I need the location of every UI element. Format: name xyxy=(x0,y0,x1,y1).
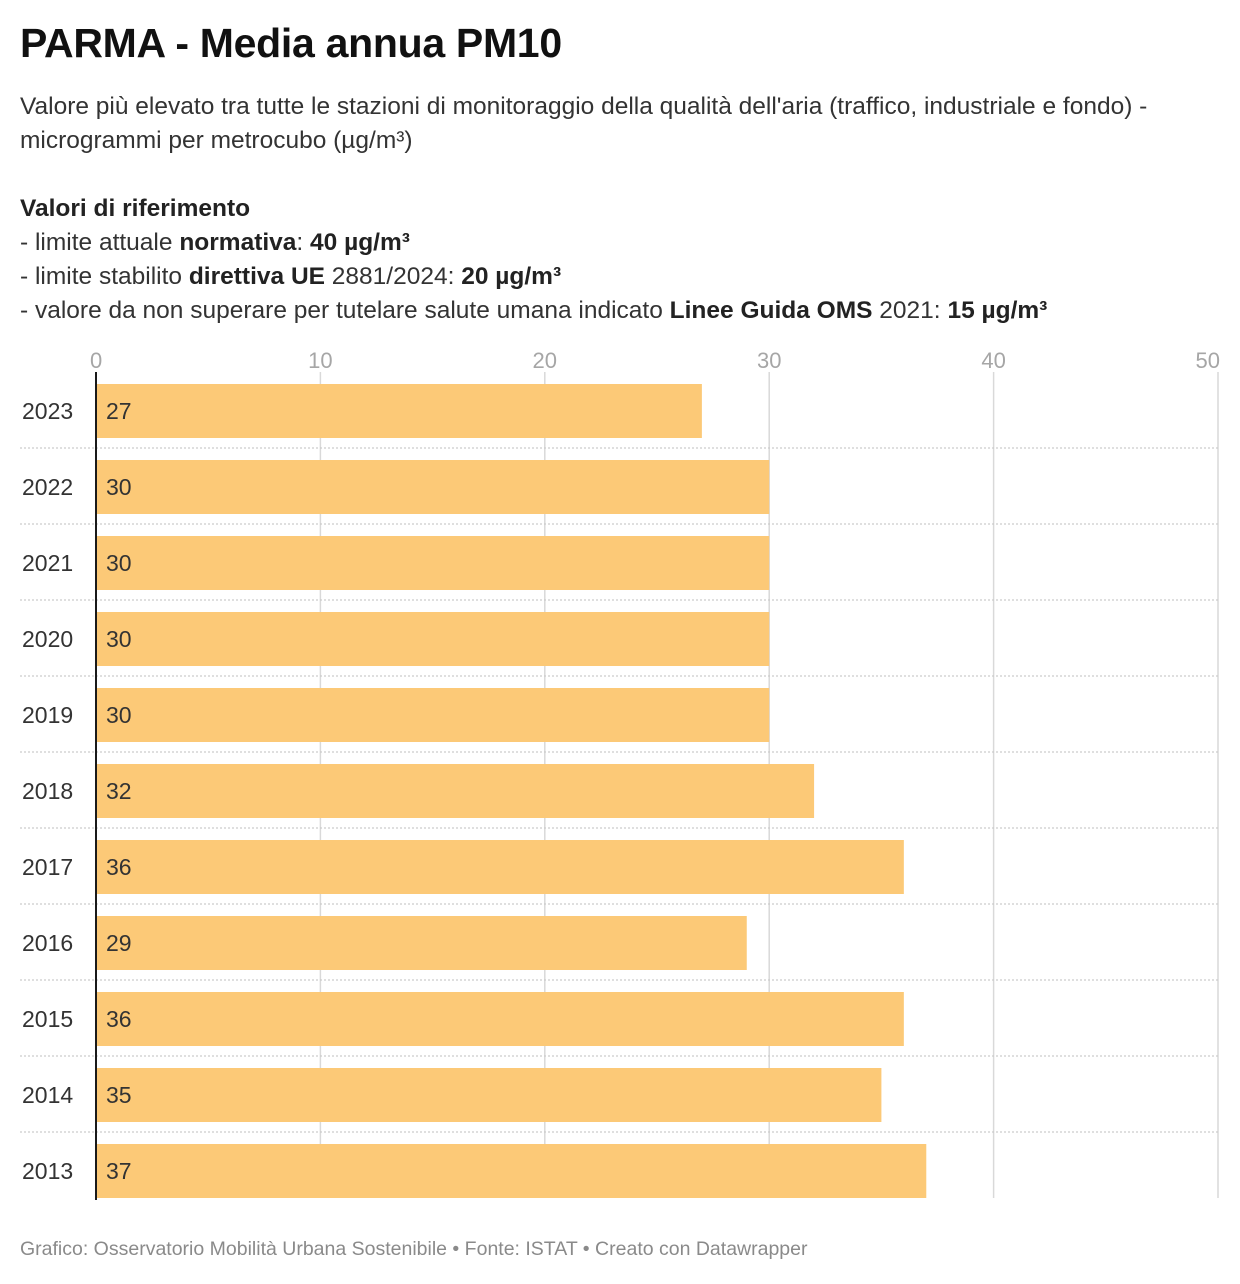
bar-value-label: 27 xyxy=(106,398,132,424)
bar xyxy=(96,1144,927,1198)
category-label: 2022 xyxy=(22,474,73,500)
reference-line-direttiva-ue: - limite stabilito direttiva UE 2881/202… xyxy=(20,260,1220,294)
reference-line-value: 20 µg/m³ xyxy=(461,263,562,290)
category-label: 2019 xyxy=(22,702,73,728)
x-tick-label: 30 xyxy=(757,348,781,373)
reference-line-label: direttiva UE xyxy=(188,263,325,290)
reference-line-oms: - valore da non superare per tutelare sa… xyxy=(20,294,1220,328)
bar-value-label: 30 xyxy=(106,702,132,728)
x-tick-label: 20 xyxy=(533,348,557,373)
reference-line-prefix: - valore da non superare per tutelare sa… xyxy=(20,297,670,324)
bar-value-label: 36 xyxy=(106,1006,132,1032)
category-label: 2014 xyxy=(22,1082,73,1108)
category-label: 2013 xyxy=(22,1158,73,1184)
bar-value-label: 35 xyxy=(106,1082,132,1108)
bar xyxy=(96,764,815,818)
bar xyxy=(96,1068,882,1122)
x-tick-label: 10 xyxy=(308,348,332,373)
bar xyxy=(96,688,770,742)
reference-line-normativa: - limite attuale normativa: 40 µg/m³ xyxy=(20,226,1220,260)
bar xyxy=(96,916,747,970)
category-label: 2015 xyxy=(22,1006,73,1032)
bar-value-label: 30 xyxy=(106,550,132,576)
reference-values-heading: Valori di riferimento xyxy=(20,195,251,222)
bar-value-label: 36 xyxy=(106,854,132,880)
bar xyxy=(96,460,770,514)
chart-subtitle: Valore più elevato tra tutte le stazioni… xyxy=(20,93,1148,154)
category-label: 2023 xyxy=(22,398,73,424)
bar xyxy=(96,384,702,438)
bar-value-label: 37 xyxy=(106,1158,132,1184)
category-label: 2016 xyxy=(22,930,73,956)
bar-value-label: 29 xyxy=(106,930,132,956)
reference-line-prefix: - limite stabilito xyxy=(20,263,189,290)
reference-line-value: 40 µg/m³ xyxy=(310,229,410,256)
reference-line-value: 15 µg/m³ xyxy=(947,297,1048,324)
reference-line-middle: 2881/2024: xyxy=(324,263,462,290)
x-tick-label: 0 xyxy=(90,348,102,373)
bar-value-label: 32 xyxy=(106,778,132,804)
bar-value-label: 30 xyxy=(106,474,132,500)
reference-line-label: normativa xyxy=(179,229,297,256)
reference-line-prefix: - limite attuale xyxy=(20,229,180,256)
bar xyxy=(96,612,770,666)
bar-chart: 0 10 20 30 40 50 2023 27 2022 30 2021 30 2020 30 2019 3… xyxy=(20,348,1220,1200)
bar xyxy=(96,840,904,894)
bar xyxy=(96,992,904,1046)
chart-footer: Grafico: Osservatorio Mobilità Urbana So… xyxy=(20,1238,808,1260)
x-tick-label: 50 xyxy=(1196,348,1220,373)
x-tick-label: 40 xyxy=(981,348,1005,373)
reference-values: Valori di riferimento - limite attuale n… xyxy=(20,192,1220,328)
reference-line-label: Linee Guida OMS xyxy=(669,297,873,324)
category-label: 2021 xyxy=(22,550,73,576)
category-label: 2020 xyxy=(22,626,73,652)
category-label: 2018 xyxy=(22,778,73,804)
bar-value-label: 30 xyxy=(106,626,132,652)
category-label: 2017 xyxy=(22,854,73,880)
reference-line-middle: 2021: xyxy=(872,297,948,324)
chart-title: PARMA - Media annua PM10 xyxy=(20,20,562,66)
bar xyxy=(96,536,770,590)
reference-line-separator: : xyxy=(296,229,311,256)
